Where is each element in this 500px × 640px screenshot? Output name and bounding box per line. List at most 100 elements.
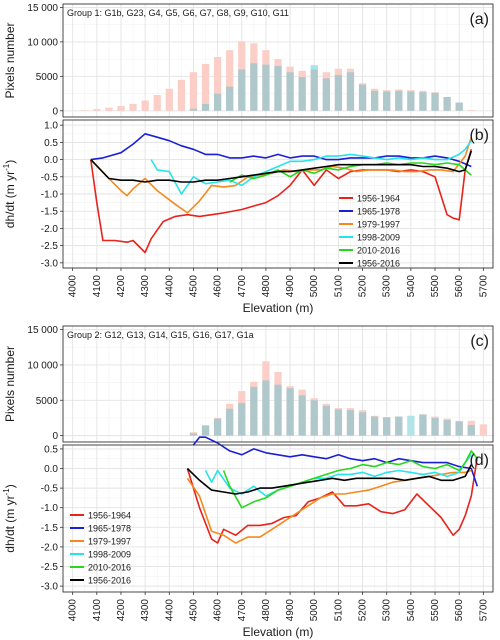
bar-front [250,63,258,111]
bar-back [129,103,137,111]
x-tick-label: 4700 [237,275,248,298]
y-tick-label: -1.5 [41,523,59,534]
x-tick-label: 5400 [406,275,417,298]
bar-front [346,410,355,436]
series-line [90,150,473,183]
bar-front [262,64,270,111]
bar-back [141,100,149,111]
y-axis-label: dh/dt (m yr-1) [2,484,17,552]
x-tick-label: 4900 [285,599,296,622]
panel-title: Group 2: G12, G13, G14, G15, G16, G17, G… [67,330,254,340]
x-tick-label: 4500 [188,275,199,298]
y-axis-label-part: ) [3,160,17,164]
panel-label: (d) [469,452,489,469]
x-tick-label: 5500 [430,599,441,622]
y-tick-label: -3.0 [41,258,59,269]
bar-back [201,63,210,111]
y-tick-label: 15 000 [27,3,58,14]
series-line [90,136,473,214]
x-tick-label: 4200 [116,599,127,622]
bar-front [298,77,306,111]
legend-label: 1979-1997 [88,537,131,547]
x-tick-label: 4100 [92,599,103,622]
series-line [90,133,472,168]
x-tick-label: 4400 [164,599,175,622]
series-line [222,450,478,509]
y-tick-label: 0.0 [44,464,58,475]
bar-front [201,425,210,436]
bar-front [383,91,391,111]
bar-front [213,418,222,436]
panel-c: 0 5000 10 000 15 000 Group 2: G12, G13, G14,… [3,325,494,443]
bar-back [153,94,161,111]
bar-front [395,90,403,111]
x-tick-label: 5500 [430,275,441,298]
x-tick-label: 4600 [213,599,224,622]
y-axis-label-part: ) [3,484,17,488]
bar-front [407,91,415,111]
y-tick-label: -0.5 [41,484,59,495]
panel-a: 0 5000 10 000 15 000 Group 1: G1b, G23, G4, … [3,3,494,118]
y-tick-label: 10 000 [27,37,58,48]
bar-excess [407,415,415,418]
bar-front [358,412,367,436]
y-tick-label: 15 000 [27,325,58,336]
x-tick-label: 4600 [213,275,224,298]
bar-front [419,414,427,436]
panel-title: Group 1: G1b, G23, G4, G5, G6, G7, G8, G… [67,8,289,18]
y-tick-label: -1.5 [41,207,59,218]
bar-front [431,92,439,111]
bar-back [177,79,185,111]
x-axis-label: Elevation (m) [243,625,314,639]
legend-label: 1965-1978 [88,524,131,534]
bar-back [226,50,234,111]
bar-front [371,90,379,111]
panel-frame [62,3,494,118]
bar-front [443,97,451,111]
bar-front [371,416,379,436]
x-tick-label: 4700 [237,599,248,622]
x-tick-label: 4500 [188,599,199,622]
y-tick-label: -1.0 [41,503,59,514]
y-tick-label: -2.0 [41,224,59,235]
bar-excess [310,65,318,70]
x-tick-label: 5600 [454,275,465,298]
legend-label: 1998-2009 [88,550,131,560]
x-tick-label: 5100 [333,599,344,622]
bar-front [419,92,427,111]
x-tick-label: 4300 [140,275,151,298]
y-tick-label: 0 [52,106,58,117]
bar-back [81,110,89,111]
x-tick-label: 4800 [261,275,272,298]
bar-front [407,415,415,436]
legend-label: 1979-1997 [357,220,400,230]
legend-label: 1998-2009 [357,233,400,243]
x-tick-label: 4800 [261,599,272,622]
bar-front [226,86,234,111]
bar-front [455,102,463,111]
legend-label: 1956-2016 [357,259,400,269]
legend: 1956-1964 1965-1978 1979-1997 1998-2009 2010… [70,511,131,586]
y-tick-label: -2.5 [41,241,59,252]
y-tick-label: 0.5 [44,444,58,455]
legend-label: 1965-1978 [357,207,400,217]
bar-back [93,109,101,111]
bar-front [189,433,198,436]
bar-front [467,425,475,436]
bar-front [286,388,294,436]
y-axis-label-part: dh/dt (m yr [3,495,17,552]
bar-front [322,405,330,436]
panel-label: (b) [469,127,489,144]
bar-front [238,403,246,436]
bar-front [250,386,258,436]
bar-front [213,93,222,111]
series-line [204,454,472,497]
legend-label: 2010-2016 [88,563,131,573]
bar-back [189,72,198,111]
y-axis-label: Pixels number [3,346,17,422]
x-tick-label: 5400 [406,599,417,622]
y-tick-label: 1.0 [44,121,58,132]
bar-back [165,88,173,111]
bar-front [226,408,234,436]
